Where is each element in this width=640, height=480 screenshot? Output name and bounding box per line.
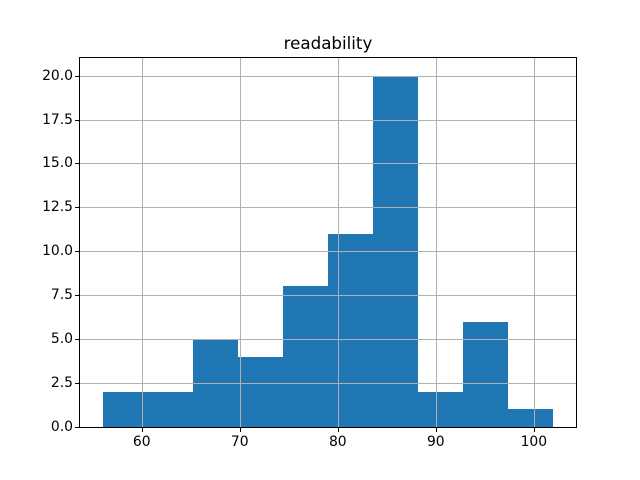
gridline-vertical xyxy=(533,58,535,427)
gridline-horizontal xyxy=(80,75,576,77)
y-axis-tick xyxy=(75,339,79,341)
y-axis-tick-label: 5.0 xyxy=(50,331,73,348)
y-axis-tick xyxy=(75,295,79,297)
y-axis-tick-label: 12.5 xyxy=(42,199,73,216)
histogram-bar xyxy=(237,356,283,427)
x-axis-tick-label: 60 xyxy=(132,434,151,450)
x-axis-tick xyxy=(239,428,241,432)
x-axis-tick-label: 90 xyxy=(426,434,445,450)
x-axis-tick xyxy=(337,428,339,432)
y-axis-tick xyxy=(75,383,79,385)
x-axis-tick-label: 80 xyxy=(328,434,347,450)
plot-area xyxy=(79,57,577,428)
gridline-horizontal xyxy=(80,163,576,165)
gridline-horizontal xyxy=(80,207,576,209)
gridline-vertical xyxy=(435,58,437,427)
y-axis-tick-label: 2.5 xyxy=(50,375,73,392)
gridline-horizontal xyxy=(80,251,576,253)
y-axis-tick xyxy=(75,119,79,121)
histogram-bar xyxy=(508,409,554,427)
x-axis-tick xyxy=(533,428,535,432)
gridline-vertical xyxy=(141,58,143,427)
histogram-bar xyxy=(102,391,148,427)
x-axis-tick-label: 100 xyxy=(520,434,548,450)
x-axis-tick xyxy=(435,428,437,432)
y-axis-tick-label: 7.5 xyxy=(50,287,73,304)
gridline-horizontal xyxy=(80,119,576,121)
y-axis-tick-label: 17.5 xyxy=(42,111,73,128)
grid-layer xyxy=(80,58,576,427)
y-axis-tick-label: 10.0 xyxy=(42,243,73,260)
y-axis-tick-label: 15.0 xyxy=(42,155,73,172)
y-axis-tick-label: 20.0 xyxy=(42,67,73,84)
histogram-bar xyxy=(418,391,464,427)
x-axis-tick-label: 70 xyxy=(230,434,249,450)
y-axis-tick xyxy=(75,251,79,253)
y-axis-tick xyxy=(75,163,79,165)
gridline-horizontal xyxy=(80,339,576,341)
bars-layer xyxy=(80,58,576,427)
y-axis-tick xyxy=(75,75,79,77)
histogram-bar xyxy=(282,286,328,427)
gridline-horizontal xyxy=(80,427,576,428)
gridline-horizontal xyxy=(80,383,576,385)
chart-title: readability xyxy=(283,33,373,53)
y-axis-tick-label: 0.0 xyxy=(50,419,73,435)
histogram-bar xyxy=(147,391,193,427)
histogram-bar xyxy=(373,75,419,427)
histogram-bar xyxy=(328,233,374,427)
y-axis-tick xyxy=(75,427,79,428)
gridline-vertical xyxy=(337,58,339,427)
histogram-bar xyxy=(463,321,509,427)
gridline-vertical xyxy=(239,58,241,427)
y-axis-tick xyxy=(75,207,79,209)
gridline-horizontal xyxy=(80,295,576,297)
x-axis-tick xyxy=(141,428,143,432)
